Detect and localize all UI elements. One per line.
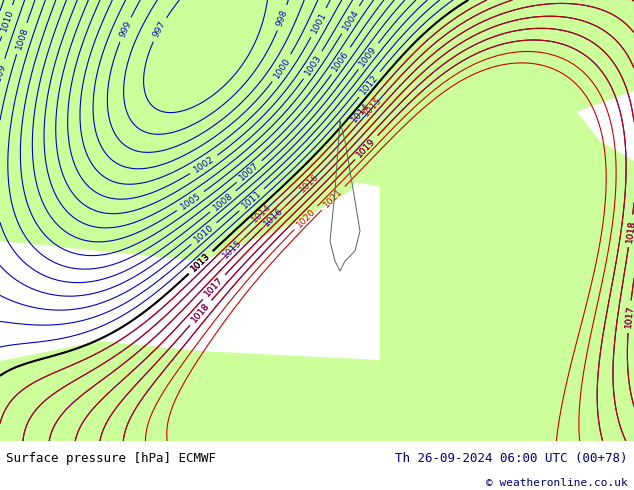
Text: 998: 998: [275, 8, 290, 27]
Text: 1011: 1011: [240, 189, 263, 211]
Text: © weatheronline.co.uk: © weatheronline.co.uk: [486, 478, 628, 488]
Text: 1019: 1019: [355, 136, 378, 159]
Polygon shape: [0, 0, 420, 261]
Text: 1013: 1013: [190, 251, 212, 273]
Text: 1006: 1006: [331, 49, 351, 73]
Text: 1009: 1009: [358, 45, 379, 68]
Text: 1010: 1010: [192, 223, 216, 245]
Text: 1012: 1012: [359, 73, 380, 96]
Text: 1014: 1014: [350, 101, 372, 124]
Text: 1003: 1003: [303, 53, 323, 77]
Text: 1004: 1004: [340, 8, 360, 32]
Text: Th 26-09-2024 06:00 UTC (00+78): Th 26-09-2024 06:00 UTC (00+78): [395, 452, 628, 465]
Text: 1005: 1005: [179, 191, 202, 212]
Text: 1020: 1020: [295, 206, 317, 229]
Text: 1018: 1018: [190, 301, 212, 324]
Polygon shape: [0, 341, 634, 441]
Text: 1021: 1021: [322, 187, 344, 210]
Text: 999: 999: [117, 20, 133, 39]
Polygon shape: [0, 0, 634, 191]
Text: 1010: 1010: [0, 8, 15, 33]
Text: 1007: 1007: [238, 161, 261, 183]
Text: 1013: 1013: [190, 251, 212, 273]
Text: 1015: 1015: [362, 96, 384, 119]
Text: 1017: 1017: [624, 305, 634, 329]
Text: 1008: 1008: [211, 191, 235, 212]
Text: 1002: 1002: [192, 154, 216, 175]
Text: 1008: 1008: [14, 26, 30, 51]
Text: 1018: 1018: [624, 219, 634, 243]
Text: 1019: 1019: [355, 136, 378, 159]
Text: 1001: 1001: [309, 10, 328, 35]
Text: 1017: 1017: [624, 305, 634, 329]
Text: 1013: 1013: [190, 251, 212, 273]
Text: 1018: 1018: [624, 219, 634, 243]
Text: 1016: 1016: [262, 206, 285, 228]
Text: 1018: 1018: [190, 301, 212, 324]
Text: 1016: 1016: [298, 172, 320, 195]
Text: 1014: 1014: [250, 203, 273, 225]
Text: 1000: 1000: [272, 56, 292, 80]
Text: Surface pressure [hPa] ECMWF: Surface pressure [hPa] ECMWF: [6, 452, 216, 465]
Polygon shape: [380, 61, 634, 441]
Text: 1017: 1017: [203, 275, 225, 298]
Text: 1009: 1009: [0, 62, 8, 87]
Text: 1015: 1015: [221, 238, 244, 260]
Text: 1017: 1017: [203, 275, 225, 298]
Text: 997: 997: [152, 20, 167, 39]
